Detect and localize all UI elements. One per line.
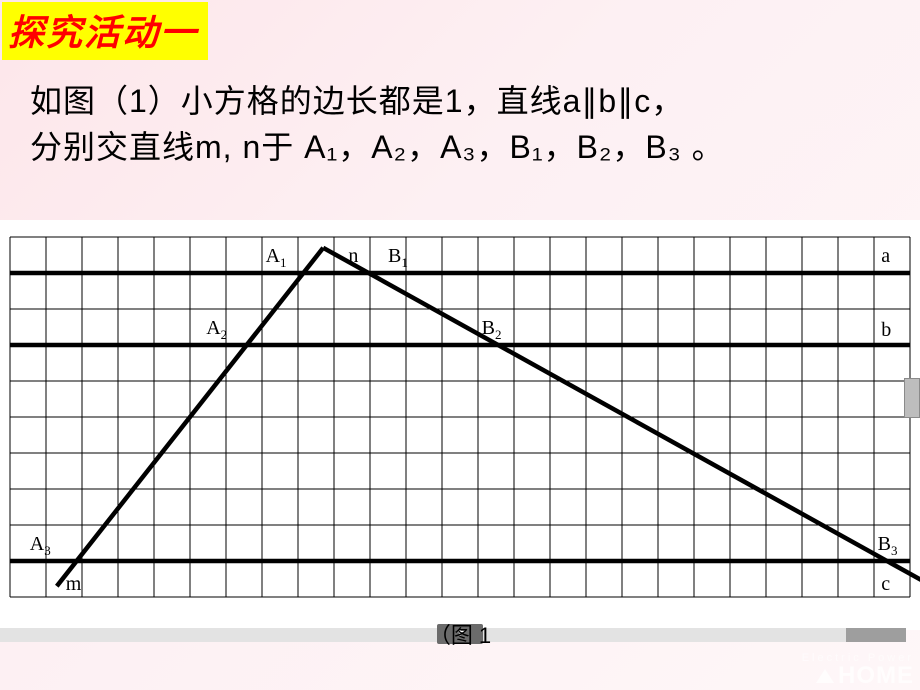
svg-text:B2: B2 <box>482 317 502 342</box>
grid-diagram: A1 n B1 a A2 B2 b A3 B3 m c <box>0 220 920 630</box>
svg-text:c: c <box>881 573 890 595</box>
svg-text:B1: B1 <box>388 245 408 270</box>
svg-text:A3: A3 <box>30 533 51 558</box>
figure-area: A1 n B1 a A2 B2 b A3 B3 m c <box>0 220 920 630</box>
svg-text:A2: A2 <box>206 317 227 342</box>
vertical-scrollbar[interactable] <box>904 378 920 418</box>
svg-text:m: m <box>66 573 82 595</box>
watermark-small: Electric Power <box>802 653 914 664</box>
svg-text:A1: A1 <box>266 245 287 270</box>
body-line-1: 如图（1）小方格的边长都是1，直线a∥b∥c， <box>30 83 684 119</box>
problem-statement: 如图（1）小方格的边长都是1，直线a∥b∥c， 分别交直线m, n于 A₁，A₂… <box>30 78 900 171</box>
svg-text:a: a <box>881 245 890 267</box>
svg-text:n: n <box>348 245 358 267</box>
svg-text:b: b <box>881 319 891 341</box>
watermark-big: HOME <box>838 662 914 689</box>
watermark-big-row: HOME <box>802 664 914 688</box>
home-icon <box>816 669 834 683</box>
body-line-2: 分别交直线m, n于 A₁，A₂，A₃，B₁，B₂，B₃ 。 <box>30 129 725 165</box>
figure-caption: （图 1 <box>0 618 920 650</box>
slide: 探究活动一 如图（1）小方格的边长都是1，直线a∥b∥c， 分别交直线m, n于… <box>0 0 920 690</box>
svg-text:B3: B3 <box>878 533 898 558</box>
activity-title: 探究活动一 <box>2 2 208 60</box>
watermark: Electric Power HOME <box>802 653 914 688</box>
